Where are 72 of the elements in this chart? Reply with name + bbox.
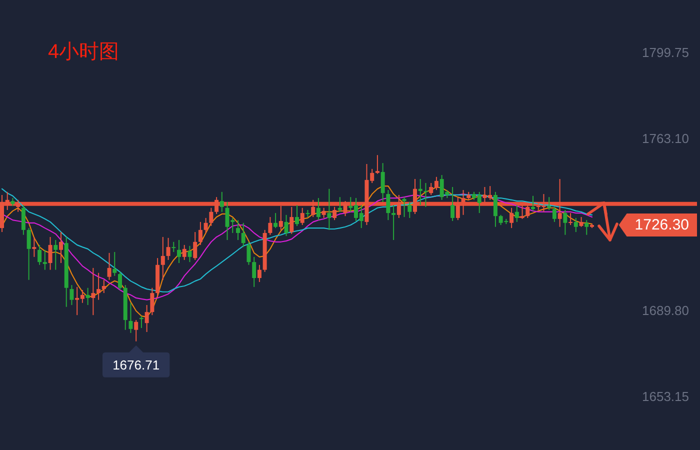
candlestick [128, 302, 133, 334]
candlestick [91, 267, 96, 316]
candlestick [134, 320, 138, 342]
candlestick [38, 244, 42, 266]
candlestick [418, 178, 422, 206]
candlestick [568, 212, 573, 226]
candlestick [322, 207, 326, 218]
candlestick [268, 216, 272, 236]
candlestick [514, 204, 519, 222]
candlestick [408, 202, 412, 218]
candlestick [241, 222, 246, 248]
candlestick [493, 191, 498, 228]
candlestick [220, 191, 224, 212]
candlestick [547, 196, 552, 210]
annotation: 1676.71 [112, 357, 160, 372]
candlestick [86, 287, 90, 306]
candlestick [284, 214, 288, 237]
candlestick [193, 232, 198, 260]
candlestick [204, 217, 208, 234]
candlestick [32, 236, 36, 258]
candlestick [338, 196, 342, 212]
candlestick [102, 279, 106, 294]
candlestick [424, 182, 428, 208]
candlestick [531, 195, 535, 212]
candlestick [579, 216, 584, 228]
candlestick [59, 232, 63, 264]
candlestick [386, 190, 390, 221]
candlestick [198, 221, 202, 246]
candlestick [54, 240, 58, 270]
candlestick [107, 252, 112, 280]
candlestick [118, 271, 122, 290]
candlestick [112, 251, 117, 276]
y-tick-label: 1689.80 [642, 303, 689, 318]
candlestick [295, 204, 299, 226]
candlestick [257, 264, 262, 283]
candlestick [380, 162, 385, 203]
candlestick [584, 220, 589, 236]
candlestick [177, 240, 181, 264]
candlestick [182, 244, 186, 260]
candlestick [563, 209, 568, 236]
candlestick [188, 245, 192, 263]
candlestick [70, 284, 74, 306]
candlestick [300, 207, 304, 226]
candlestick [375, 154, 380, 174]
candlestick [252, 256, 256, 288]
candlestick [166, 237, 170, 260]
candlestick [392, 204, 396, 241]
candlestick [327, 188, 332, 230]
y-tick-label: 1653.15 [642, 389, 689, 404]
text: 1726.30 [634, 216, 690, 234]
candlestick [21, 204, 26, 236]
candlestick [26, 228, 31, 280]
candlestick [48, 236, 52, 270]
candlestick [209, 207, 214, 226]
y-tick-label: 1799.75 [642, 45, 689, 60]
candlestick [96, 272, 101, 300]
text: 4小时图 [48, 41, 120, 63]
candlestick [42, 249, 47, 270]
candlestick [172, 241, 176, 252]
y-tick-label: 1763.10 [642, 131, 689, 146]
candlestick [574, 217, 578, 233]
candlestick [144, 304, 149, 332]
candlestick [402, 196, 406, 218]
candlestick [236, 220, 240, 241]
candlestick [510, 207, 514, 229]
candlestick [246, 241, 251, 266]
candlestick [160, 236, 165, 280]
candlestick [274, 212, 278, 229]
candlestick [450, 186, 455, 222]
candlestick [316, 198, 320, 221]
candlestick [552, 206, 556, 222]
candlestick [150, 287, 154, 316]
